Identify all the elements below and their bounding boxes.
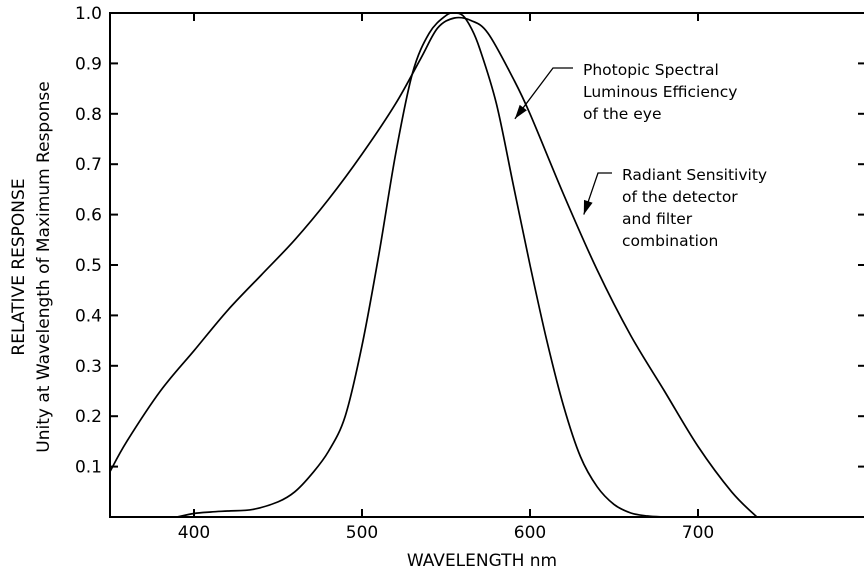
annotation-2-arrowhead: [583, 199, 593, 215]
x-tick-label: 400: [178, 523, 210, 543]
y-axis-title-line-1: RELATIVE RESPONSE: [9, 178, 29, 355]
y-tick-label: 0.8: [75, 105, 102, 125]
y-tick-label: 0.3: [75, 357, 102, 377]
curves: [109, 12, 758, 518]
x-tick-label: 600: [514, 523, 546, 543]
x-axis-title: WAVELENGTH nm: [407, 551, 557, 571]
y-tick-label: 0.1: [75, 458, 102, 478]
annotation-1-line: Photopic Spectral: [583, 61, 719, 79]
y-tick-label: 0.6: [75, 206, 102, 226]
x-axis-ticks: 400 500 600 700: [178, 13, 714, 543]
annotation-1-arrowhead: [514, 104, 527, 119]
x-tick-label: 700: [682, 523, 714, 543]
y-tick-label: 0.2: [75, 407, 102, 427]
x-tick-label: 500: [346, 523, 378, 543]
y-tick-label: 0.4: [75, 306, 102, 326]
y-axis-title-line-2: Unity at Wavelength of Maximum Response: [34, 81, 54, 452]
annotation-2-line: Radiant Sensitivity: [622, 166, 767, 184]
y-axis-ticks: 0.1 0.2 0.3 0.4 0.5 0.6 0.7 0.8 0.9 1.0: [75, 4, 864, 478]
annotation-2-line: combination: [622, 232, 718, 250]
annotation-2-leader: [583, 172, 612, 215]
series-line-2: [177, 12, 665, 518]
y-tick-label: 0.7: [75, 155, 102, 175]
annotation-1-line: of the eye: [583, 105, 661, 123]
series-line-1: [109, 16, 758, 518]
y-tick-label: 0.5: [75, 256, 102, 276]
annotations: Photopic Spectral Luminous Efficiency of t…: [514, 61, 767, 250]
annotation-1-line: Luminous Efficiency: [583, 83, 737, 101]
annotation-2-line: of the detector: [622, 188, 738, 206]
annotation-1-leader: [514, 67, 573, 120]
y-tick-label: 1.0: [75, 4, 102, 24]
annotation-2-line: and filter: [622, 210, 693, 228]
y-tick-label: 0.9: [75, 54, 102, 74]
